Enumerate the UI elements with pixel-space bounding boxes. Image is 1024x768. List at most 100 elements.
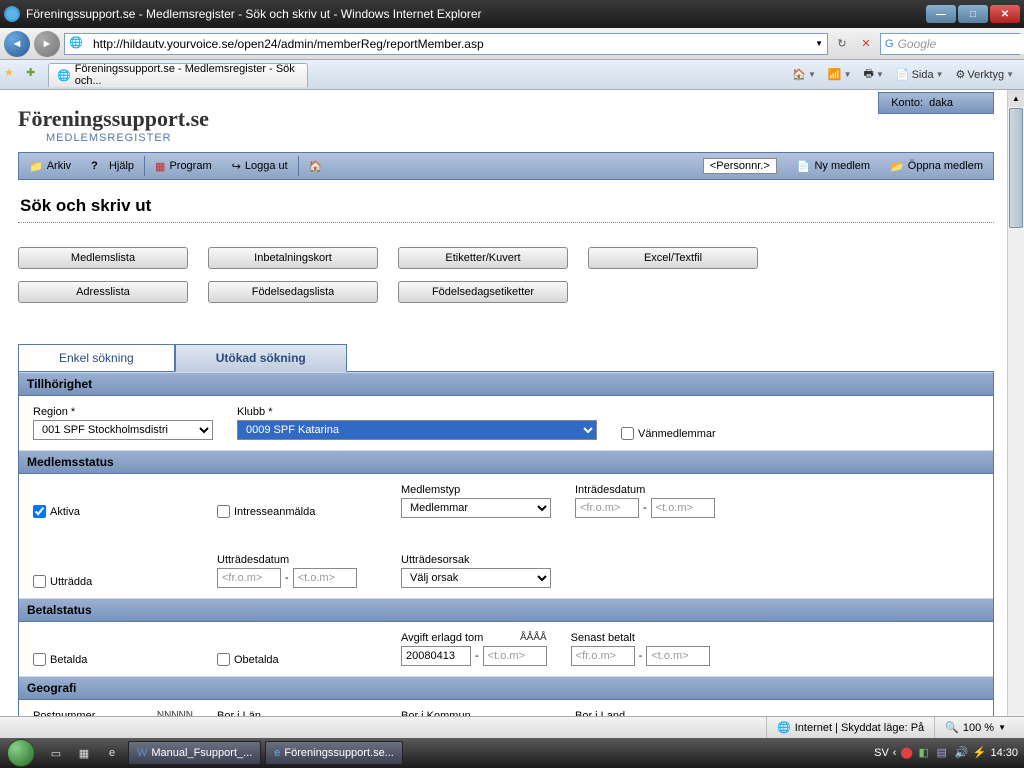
uttrades-from[interactable] <box>217 568 281 588</box>
ql-switch-icon[interactable]: ▦ <box>72 741 96 765</box>
btn-excel[interactable]: Excel/Textfil <box>588 247 758 269</box>
search-form: Tillhörighet Region * 001 SPF Stockholms… <box>18 371 994 738</box>
uttrades-to[interactable] <box>293 568 357 588</box>
menu-arkiv[interactable]: 📁Arkiv <box>19 153 81 179</box>
windows-taskbar: ▭ ▦ e WManual_Fsupport_... eFöreningssup… <box>0 738 1024 768</box>
tab-title: Föreningssupport.se - Medlemsregister - … <box>75 63 299 87</box>
refresh-button[interactable]: ↻ <box>832 34 852 54</box>
forward-button[interactable]: ► <box>34 31 60 57</box>
obetalda-checkbox[interactable] <box>217 653 230 666</box>
page-content: Konto: daka Föreningssupport.se MEDLEMSR… <box>0 90 1024 738</box>
tray-av-icon[interactable]: ⬤ <box>900 746 914 760</box>
search-input[interactable] <box>894 34 1024 54</box>
stop-button[interactable]: ✕ <box>856 34 876 54</box>
page-menu[interactable]: 📄Sida▼ <box>890 68 950 81</box>
home-icon: 🏠 <box>309 160 323 173</box>
uttradesorsak-label: Utträdesorsak <box>401 554 551 566</box>
divider <box>18 222 994 223</box>
tray-clock[interactable]: 14:30 <box>990 747 1018 759</box>
intresseanmalda-checkbox[interactable] <box>217 505 230 518</box>
uttradesdatum-label: Utträdesdatum <box>217 554 377 566</box>
region-label: Region * <box>33 406 213 418</box>
avgift-to[interactable] <box>483 646 547 666</box>
senast-to[interactable] <box>646 646 710 666</box>
tray-vol-icon[interactable]: 🔊 <box>954 746 968 760</box>
tab-utokad[interactable]: Utökad sökning <box>175 344 347 372</box>
medlemstyp-select[interactable]: Medlemmar <box>401 498 551 518</box>
intradesdatum-label: Inträdesdatum <box>575 484 715 496</box>
scroll-thumb[interactable] <box>1009 108 1023 228</box>
url-dropdown-icon[interactable]: ▼ <box>815 39 823 48</box>
btn-medlemslista[interactable]: Medlemslista <box>18 247 188 269</box>
menu-program[interactable]: ▦Program <box>145 153 222 179</box>
scroll-up-icon[interactable]: ▲ <box>1008 90 1024 107</box>
add-favorite-icon[interactable]: ✚ <box>26 66 44 84</box>
address-bar[interactable]: 🌐 ▼ <box>64 33 828 55</box>
aktiva-checkbox[interactable] <box>33 505 46 518</box>
ql-ie-icon[interactable]: e <box>100 741 124 765</box>
logout-icon: ↪ <box>232 160 241 173</box>
tab-favicon: 🌐 <box>57 69 71 82</box>
tray-msg-icon[interactable]: ◧ <box>918 746 932 760</box>
minimize-button[interactable]: — <box>926 5 956 23</box>
folder-icon: 📁 <box>29 160 43 173</box>
search-tabs: Enkel sökning Utökad sökning <box>18 343 994 371</box>
open-member-icon: 📂 <box>890 160 904 173</box>
browser-tab[interactable]: 🌐 Föreningssupport.se - Medlemsregister … <box>48 63 308 87</box>
uttradesorsak-select[interactable]: Välj orsak <box>401 568 551 588</box>
tab-enkel[interactable]: Enkel sökning <box>18 344 175 372</box>
url-input[interactable] <box>89 34 815 54</box>
taskbar-item-ie[interactable]: eFöreningssupport.se... <box>265 741 403 765</box>
page-title: Sök och skriv ut <box>20 196 994 216</box>
page-icon: 🌐 <box>69 36 85 52</box>
betalda-checkbox[interactable] <box>33 653 46 666</box>
search-provider-icon: G <box>885 38 894 50</box>
menu-oppna-medlem[interactable]: 📂Öppna medlem <box>880 153 993 179</box>
senast-from[interactable] <box>571 646 635 666</box>
menu-hjalp[interactable]: ? Hjälp <box>81 153 144 179</box>
menu-home[interactable]: 🏠 <box>299 153 333 179</box>
tools-menu[interactable]: ⚙Verktyg▼ <box>950 68 1020 81</box>
tray-net-icon[interactable]: ▤ <box>936 746 950 760</box>
feeds-button[interactable]: 📶▼ <box>822 68 858 81</box>
search-bar[interactable]: G 🔍 <box>880 33 1020 55</box>
print-button[interactable]: 🖶▼ <box>858 65 890 84</box>
ql-desktop-icon[interactable]: ▭ <box>44 741 68 765</box>
section-betalstatus: Betalstatus <box>19 598 993 622</box>
lang-indicator[interactable]: SV <box>874 747 889 759</box>
vanmedlemmar-checkbox[interactable] <box>621 427 634 440</box>
home-button[interactable]: 🏠▼ <box>786 68 822 81</box>
senast-betalt-label: Senast betalt <box>571 632 711 644</box>
security-zone: 🌐Internet | Skyddat läge: På <box>766 717 934 738</box>
browser-statusbar: 🌐Internet | Skyddat läge: På 🔍100 %▼ <box>0 716 1024 738</box>
tray-chevron-icon[interactable]: ‹ <box>893 747 897 759</box>
region-select[interactable]: 001 SPF Stockholmsdistri <box>33 420 213 440</box>
personnr-field[interactable]: <Personnr.> <box>693 153 787 179</box>
btn-etiketter[interactable]: Etiketter/Kuvert <box>398 247 568 269</box>
maximize-button[interactable]: □ <box>958 5 988 23</box>
intrades-to[interactable] <box>651 498 715 518</box>
zoom-control[interactable]: 🔍100 %▼ <box>934 717 1016 738</box>
klubb-select[interactable]: 0009 SPF Katarina <box>237 420 597 440</box>
system-tray[interactable]: SV ‹ ⬤ ◧ ▤ 🔊 ⚡ 14:30 <box>868 746 1024 760</box>
new-member-icon: 📄 <box>797 160 811 173</box>
program-icon: ▦ <box>155 160 165 173</box>
favorites-icon[interactable]: ★ <box>4 66 22 84</box>
taskbar-item-word[interactable]: WManual_Fsupport_... <box>128 741 261 765</box>
close-button[interactable]: ✕ <box>990 5 1020 23</box>
uttradda-checkbox[interactable] <box>33 575 46 588</box>
back-button[interactable]: ◄ <box>4 31 30 57</box>
avgift-from[interactable] <box>401 646 471 666</box>
btn-fodelsedagslista[interactable]: Födelsedagslista <box>208 281 378 303</box>
menu-ny-medlem[interactable]: 📄Ny medlem <box>787 153 880 179</box>
btn-fodelsedagsetiketter[interactable]: Födelsedagsetiketter <box>398 281 568 303</box>
start-button[interactable] <box>0 738 42 768</box>
word-icon: W <box>137 747 147 759</box>
medlemstyp-label: Medlemstyp <box>401 484 551 496</box>
menu-logout[interactable]: ↪Logga ut <box>222 153 298 179</box>
tray-power-icon[interactable]: ⚡ <box>972 746 986 760</box>
intrades-from[interactable] <box>575 498 639 518</box>
btn-inbetalningskort[interactable]: Inbetalningskort <box>208 247 378 269</box>
btn-adresslista[interactable]: Adresslista <box>18 281 188 303</box>
vertical-scrollbar[interactable]: ▲ ▼ <box>1007 90 1024 738</box>
